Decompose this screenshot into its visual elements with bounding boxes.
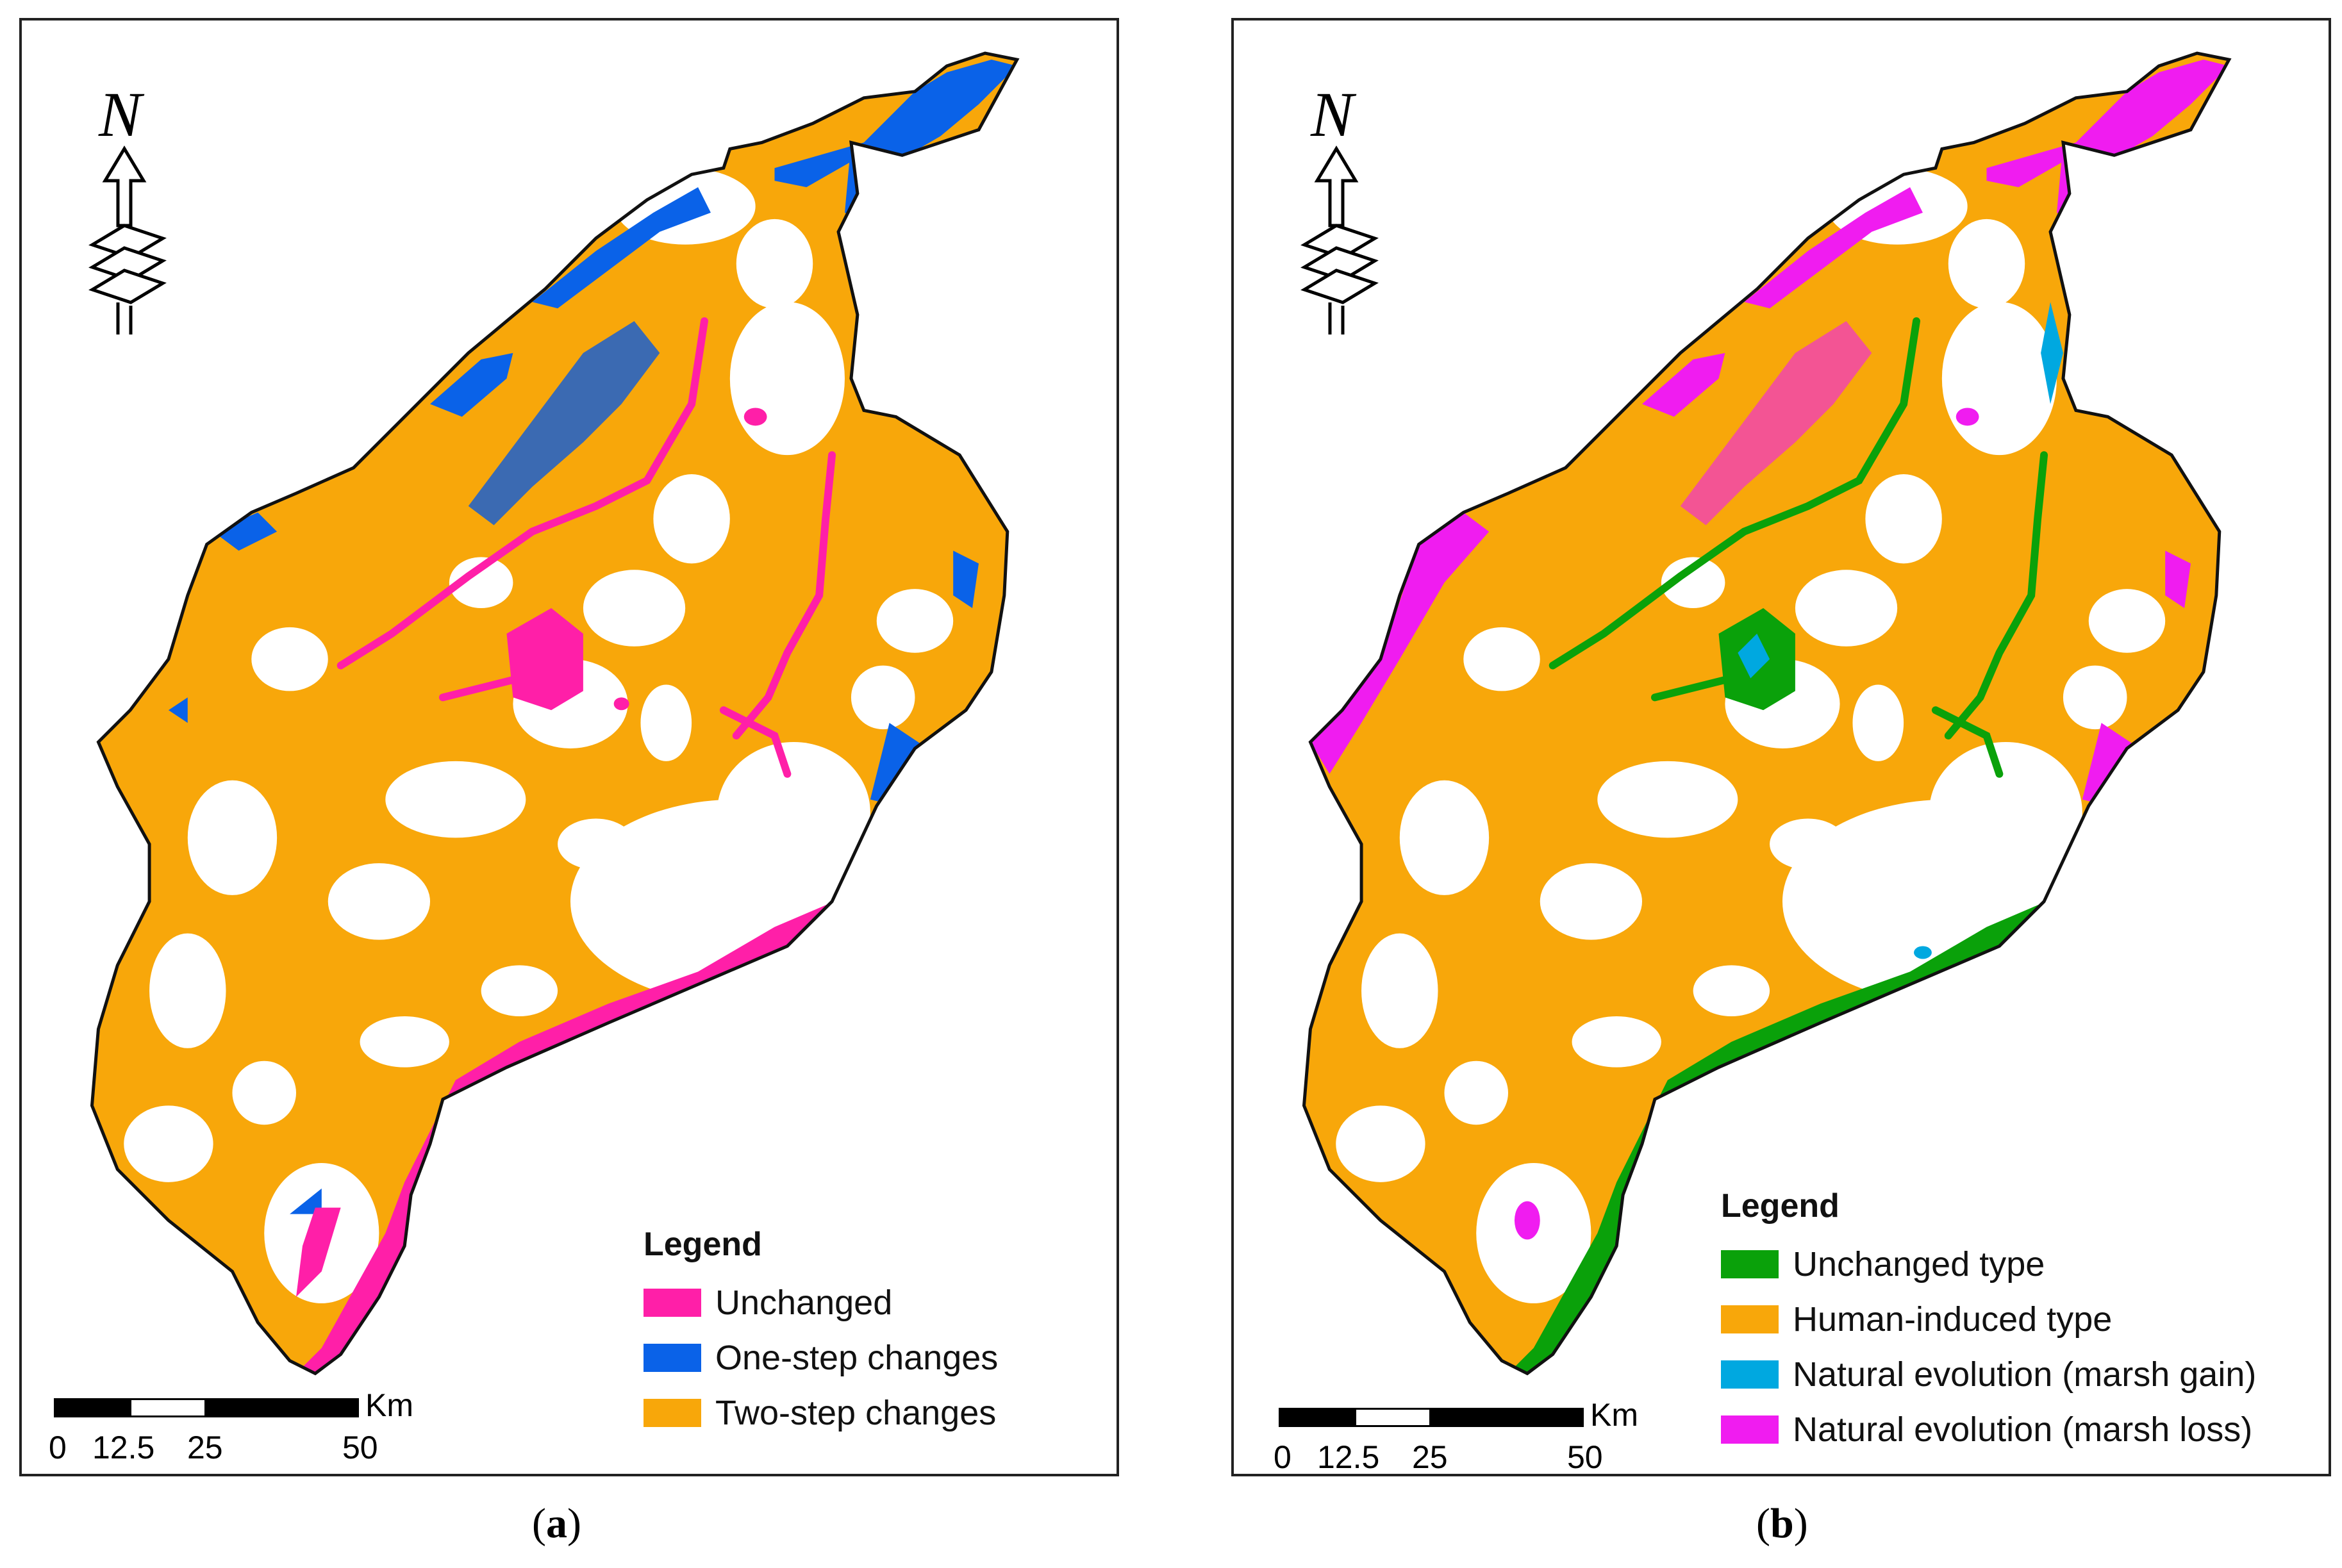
legend-item-marsh-gain: Natural evolution (marsh gain) bbox=[1721, 1347, 2256, 1402]
legend-item-one-step: One-step changes bbox=[644, 1330, 998, 1385]
scale-segment bbox=[1279, 1408, 1356, 1427]
legend-swatch bbox=[1721, 1305, 1779, 1333]
scale-segment bbox=[205, 1398, 359, 1417]
legend-a: Legend Unchanged One-step changes Two-st… bbox=[644, 1225, 998, 1440]
scale-tick: 25 bbox=[187, 1430, 223, 1465]
map-panel-a: N Legend Unchanged One-step changes Two-… bbox=[19, 18, 1119, 1476]
legend-swatch bbox=[644, 1289, 701, 1317]
legend-swatch bbox=[1721, 1415, 1779, 1444]
scale-bar-a: Km 0 12.5 25 50 bbox=[49, 1387, 438, 1494]
legend-label: Unchanged type bbox=[1793, 1245, 2045, 1283]
legend-item-unchanged: Unchanged bbox=[644, 1275, 998, 1330]
legend-swatch bbox=[644, 1399, 701, 1427]
scale-tick: 0 bbox=[49, 1430, 67, 1465]
scale-tick: 50 bbox=[342, 1430, 378, 1465]
scale-tick: 25 bbox=[1412, 1439, 1448, 1475]
legend-title: Legend bbox=[1721, 1187, 1840, 1225]
map-panel-b: N Legend Unchanged type Human-induced ty… bbox=[1231, 18, 2331, 1476]
legend-item-human-induced: Human-induced type bbox=[1721, 1292, 2256, 1347]
legend-b: Legend Unchanged type Human-induced type… bbox=[1721, 1187, 2256, 1457]
scale-tick: 12.5 bbox=[1317, 1439, 1380, 1475]
caption-b: (b) bbox=[1756, 1500, 1808, 1547]
north-arrow-icon: N bbox=[1300, 79, 1379, 334]
scale-tick: 50 bbox=[1567, 1439, 1603, 1475]
legend-label: One-step changes bbox=[715, 1339, 999, 1377]
scale-tick: 0 bbox=[1274, 1439, 1291, 1475]
map-region-a bbox=[90, 51, 1020, 1376]
legend-item-two-step: Two-step changes bbox=[644, 1385, 998, 1440]
legend-label: Two-step changes bbox=[715, 1394, 997, 1432]
caption-a: (a) bbox=[532, 1500, 581, 1547]
legend-item-marsh-loss: Natural evolution (marsh loss) bbox=[1721, 1402, 2256, 1457]
svg-text:N: N bbox=[98, 79, 145, 150]
svg-text:N: N bbox=[1310, 79, 1357, 150]
scale-unit: Km bbox=[365, 1387, 413, 1423]
scale-segment bbox=[54, 1398, 131, 1417]
north-arrow-icon: N bbox=[88, 79, 167, 334]
legend-label: Natural evolution (marsh gain) bbox=[1793, 1355, 2257, 1394]
scale-segment bbox=[1354, 1408, 1431, 1427]
legend-label: Natural evolution (marsh loss) bbox=[1793, 1410, 2253, 1449]
map-region-b bbox=[1302, 51, 2232, 1376]
scale-bar-b: Km 0 12.5 25 50 bbox=[1274, 1397, 1663, 1504]
scale-tick: 12.5 bbox=[92, 1430, 155, 1465]
legend-title: Legend bbox=[644, 1226, 762, 1263]
legend-item-unchanged-type: Unchanged type bbox=[1721, 1237, 2256, 1292]
scale-unit: Km bbox=[1590, 1397, 1638, 1433]
legend-swatch bbox=[1721, 1360, 1779, 1389]
scale-segment bbox=[129, 1398, 206, 1417]
scale-segment bbox=[1430, 1408, 1584, 1427]
legend-label: Human-induced type bbox=[1793, 1300, 2113, 1339]
legend-swatch bbox=[1721, 1250, 1779, 1278]
legend-swatch bbox=[644, 1344, 701, 1372]
legend-label: Unchanged bbox=[715, 1283, 893, 1322]
